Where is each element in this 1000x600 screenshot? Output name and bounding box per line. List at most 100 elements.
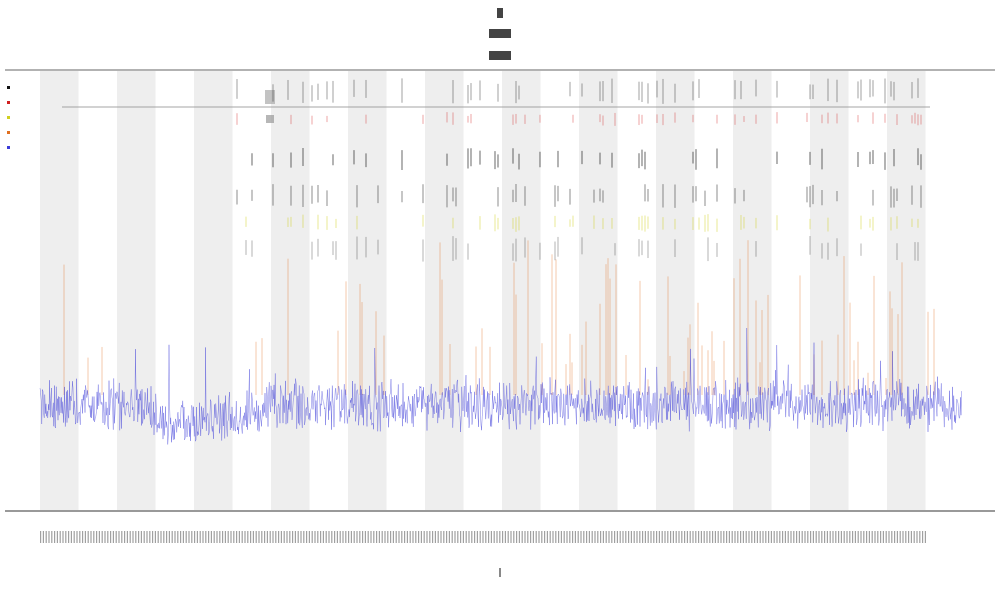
- x-tick-label-315: [922, 531, 924, 543]
- x-tick-label-141: [434, 531, 436, 543]
- x-tick-label-34: [135, 531, 137, 543]
- x-tick-label-157: [479, 531, 481, 543]
- x-tick-label-40: [152, 531, 154, 543]
- band-8: [656, 71, 695, 510]
- x-tick-label-304: [891, 531, 893, 543]
- x-tick-label-52: [185, 531, 187, 543]
- x-tick-label-95: [306, 531, 308, 543]
- x-tick-label-112: [353, 531, 355, 543]
- x-tick-label-271: [798, 531, 800, 543]
- x-tick-label-107: [339, 531, 341, 543]
- x-tick-label-264: [779, 531, 781, 543]
- x-tick-label-27: [115, 531, 117, 543]
- x-tick-label-274: [807, 531, 809, 543]
- x-tick-label-103: [328, 531, 330, 543]
- x-tick-label-306: [896, 531, 898, 543]
- x-tick-label-155: [474, 531, 476, 543]
- x-tick-label-90: [292, 531, 294, 543]
- x-tick-label-244: [723, 531, 725, 543]
- x-tick-label-263: [776, 531, 778, 543]
- x-tick-label-254: [751, 531, 753, 543]
- x-tick-label-4: [51, 531, 53, 543]
- x-tick-label-134: [415, 531, 417, 543]
- band-10: [810, 71, 849, 510]
- x-tick-label-183: [552, 531, 554, 543]
- x-tick-label-98: [314, 531, 316, 543]
- x-tick-label-132: [409, 531, 411, 543]
- x-tick-label-236: [700, 531, 702, 543]
- x-tick-label-70: [236, 531, 238, 543]
- x-tick-label-6: [56, 531, 58, 543]
- x-tick-label-23: [104, 531, 106, 543]
- x-tick-label-185: [558, 531, 560, 543]
- x-tick-label-123: [384, 531, 386, 543]
- x-tick-label-53: [188, 531, 190, 543]
- x-tick-label-17: [87, 531, 89, 543]
- x-tick-label-93: [300, 531, 302, 543]
- x-tick-label-142: [437, 531, 439, 543]
- x-tick-label-153: [468, 531, 470, 543]
- x-tick-label-38: [146, 531, 148, 543]
- x-tick-label-121: [378, 531, 380, 543]
- x-tick-label-60: [208, 531, 210, 543]
- x-tick-label-316: [924, 531, 926, 543]
- x-tick-label-249: [737, 531, 739, 543]
- x-tick-label-295: [866, 531, 868, 543]
- band-7: [579, 71, 618, 510]
- x-tick-label-41: [154, 531, 156, 543]
- x-tick-label-119: [373, 531, 375, 543]
- x-tick-label-275: [810, 531, 812, 543]
- x-tick-label-106: [336, 531, 338, 543]
- x-tick-label-219: [653, 531, 655, 543]
- annotation-box-2: [266, 115, 274, 123]
- x-tick-label-128: [398, 531, 400, 543]
- x-tick-label-145: [446, 531, 448, 543]
- x-tick-label-146: [448, 531, 450, 543]
- x-tick-label-104: [331, 531, 333, 543]
- x-tick-label-124: [387, 531, 389, 543]
- x-tick-label-47: [171, 531, 173, 543]
- band-3: [271, 71, 310, 510]
- legend: [7, 86, 10, 149]
- x-tick-label-110: [348, 531, 350, 543]
- x-tick-label-187: [563, 531, 565, 543]
- x-tick-label-189: [569, 531, 571, 543]
- x-tick-label-20: [96, 531, 98, 543]
- x-tick-label-283: [832, 531, 834, 543]
- x-tick-label-29: [121, 531, 123, 543]
- x-tick-label-243: [720, 531, 722, 543]
- legend-swatch-blue: [7, 146, 10, 149]
- x-tick-label-101: [322, 531, 324, 543]
- x-tick-label-140: [432, 531, 434, 543]
- x-tick-label-21: [98, 531, 100, 543]
- x-tick-label-169: [513, 531, 515, 543]
- x-tick-label-237: [703, 531, 705, 543]
- x-tick-label-25: [110, 531, 112, 543]
- x-tick-label-174: [527, 531, 529, 543]
- x-tick-label-91: [294, 531, 296, 543]
- x-tick-label-31: [126, 531, 128, 543]
- x-tick-label-300: [880, 531, 882, 543]
- x-tick-label-223: [664, 531, 666, 543]
- x-tick-label-228: [678, 531, 680, 543]
- x-tick-label-59: [205, 531, 207, 543]
- x-tick-label-198: [594, 531, 596, 543]
- x-tick-label-156: [476, 531, 478, 543]
- x-tick-label-191: [574, 531, 576, 543]
- band-5: [425, 71, 464, 510]
- x-tick-label-182: [549, 531, 551, 543]
- x-tick-label-97: [311, 531, 313, 543]
- x-tick-label-78: [258, 531, 260, 543]
- x-tick-label-232: [689, 531, 691, 543]
- x-tick-label-36: [140, 531, 142, 543]
- x-tick-label-193: [580, 531, 582, 543]
- x-tick-label-181: [546, 531, 548, 543]
- x-tick-label-114: [359, 531, 361, 543]
- x-tick-label-87: [283, 531, 285, 543]
- x-tick-label-43: [160, 531, 162, 543]
- x-tick-label-242: [717, 531, 719, 543]
- x-tick-label-216: [644, 531, 646, 543]
- x-tick-label-238: [706, 531, 708, 543]
- x-tick-label-154: [471, 531, 473, 543]
- x-tick-label-239: [709, 531, 711, 543]
